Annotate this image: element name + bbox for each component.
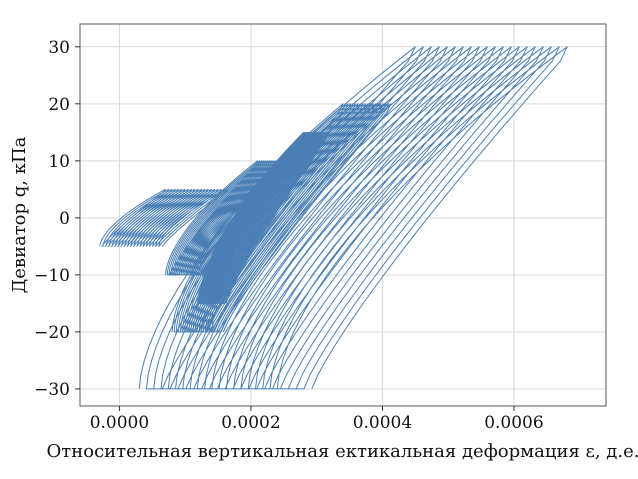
y-axis: −30 −20 −10 0 10 20 30	[34, 38, 80, 400]
y-tick-label: 20	[48, 95, 70, 115]
x-tick-label: 0.0006	[484, 413, 543, 433]
series-line-amplitude-20	[171, 103, 392, 333]
y-tick-label: 10	[48, 152, 70, 172]
x-axis: 0.0000 0.0002 0.0004 0.0006	[90, 406, 544, 433]
x-tick-label: 0.0000	[90, 413, 149, 433]
series-line-amplitude-5	[99, 188, 229, 247]
y-tick-label: −10	[34, 266, 70, 286]
x-tick-label: 0.0004	[353, 413, 412, 433]
series-line-amplitude-30	[138, 46, 568, 390]
y-tick-label: −30	[34, 380, 70, 400]
x-axis-label: Относительная вертикальная ектикальная д…	[47, 441, 638, 462]
y-axis-label: Девиатор q, кПа	[9, 136, 30, 293]
series-layer	[99, 46, 568, 390]
y-tick-label: −20	[34, 323, 70, 343]
y-tick-label: 30	[48, 38, 70, 58]
y-tick-label: 0	[59, 209, 70, 229]
plot-frame	[79, 23, 607, 407]
x-tick-label: 0.0002	[221, 413, 280, 433]
